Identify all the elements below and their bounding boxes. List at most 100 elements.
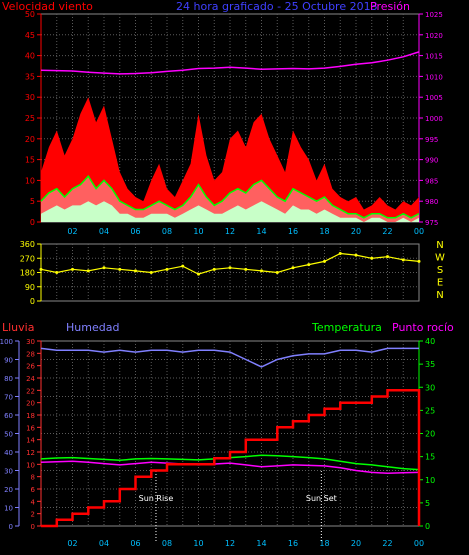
y-humidity-tick-label: 20: [4, 486, 13, 494]
compass-label: W: [435, 253, 445, 264]
x-tick-label: 20: [351, 539, 361, 548]
wind-direction-point: [338, 252, 342, 255]
y-rain-tick-label: 20: [26, 400, 35, 408]
y-right-tick-label: 990: [425, 157, 438, 165]
wind-direction-point: [71, 267, 74, 271]
y-tick-label: 25: [25, 114, 35, 123]
x-tick-label: 18: [319, 227, 329, 236]
y-humidity-tick-label: 30: [4, 468, 13, 476]
wind-direction-point: [149, 271, 153, 274]
x-tick-label: 16: [288, 227, 298, 236]
y-temperature-tick-label: 40: [425, 337, 435, 346]
wind-direction-point: [102, 266, 106, 270]
y-tick-label: 10: [25, 176, 35, 185]
x-tick-label: 10: [193, 227, 203, 236]
compass-label: N: [436, 290, 443, 301]
x-tick-label: 14: [256, 227, 266, 236]
y-right-tick-label: 1025: [425, 11, 443, 19]
wind-pressure-panel: 0510152025303540455097598098599099510001…: [25, 10, 443, 236]
x-tick-label: 02: [67, 227, 77, 236]
wind-direction-point: [86, 269, 90, 273]
y-temperature-tick-label: 30: [425, 383, 435, 392]
y-rain-tick-label: 14: [26, 437, 35, 445]
y-rain-tick-label: 12: [26, 449, 35, 457]
wind-average-line: [40, 174, 420, 219]
y-rain-tick-label: 0: [31, 523, 35, 531]
dewpoint-label: Punto rocío: [392, 321, 454, 334]
y-rain-tick-label: 16: [26, 424, 35, 432]
y-temperature-tick-label: 25: [425, 406, 435, 415]
y-humidity-tick-label: 80: [4, 375, 13, 383]
y-right-tick-label: 985: [425, 177, 438, 185]
x-tick-label: 02: [67, 539, 77, 548]
wind-direction-point: [260, 269, 263, 273]
y-humidity-tick-label: 90: [4, 357, 13, 365]
y-temperature-tick-label: 20: [425, 430, 435, 439]
y-temperature-tick-label: 10: [425, 476, 435, 485]
y-tick-label: 0: [30, 297, 35, 306]
x-tick-label: 12: [225, 227, 235, 236]
y-humidity-tick-label: 70: [4, 394, 13, 402]
y-rain-tick-label: 10: [26, 461, 35, 469]
y-tick-label: 50: [25, 10, 35, 19]
sun-annotation-label: Sun Rise: [139, 494, 174, 503]
rain-humidity-temperature-panel: 0102030405060708090100024681012141618202…: [0, 337, 435, 548]
wind-direction-point: [118, 267, 122, 271]
y-rain-tick-label: 4: [31, 498, 36, 506]
y-right-tick-label: 1005: [425, 94, 443, 102]
wind-direction-point: [39, 267, 43, 271]
wind-gust-area: [41, 97, 419, 222]
y-rain-tick-label: 28: [26, 350, 35, 358]
y-tick-label: 5: [30, 197, 35, 206]
y-tick-label: 360: [20, 240, 35, 249]
y-temperature-tick-label: 5: [425, 499, 430, 508]
y-rain-tick-label: 22: [26, 387, 35, 395]
y-right-tick-label: 1020: [425, 32, 443, 40]
y-rain-tick-label: 30: [26, 338, 35, 346]
y-right-tick-label: 1000: [425, 115, 443, 123]
x-tick-label: 16: [288, 539, 298, 548]
y-humidity-tick-label: 10: [4, 505, 13, 513]
dewpoint-line: [40, 460, 420, 475]
wind-direction-point: [386, 255, 389, 259]
y-tick-label: 180: [20, 269, 35, 278]
wind-direction-point: [323, 259, 326, 263]
y-tick-label: 270: [20, 254, 35, 263]
y-rain-tick-label: 8: [31, 474, 35, 482]
y-humidity-tick-label: 40: [4, 449, 13, 457]
x-tick-label: 22: [382, 539, 392, 548]
wind-direction-point: [417, 259, 421, 263]
wind-direction-point: [401, 258, 405, 262]
wind-direction-point: [307, 263, 311, 267]
compass-label: E: [437, 278, 443, 289]
x-tick-label: 12: [225, 539, 235, 548]
y-humidity-tick-label: 60: [4, 412, 13, 420]
wind-direction-point: [244, 267, 248, 271]
y-rain-tick-label: 18: [26, 412, 35, 420]
wind-direction-point: [370, 256, 374, 260]
x-tick-label: 06: [130, 539, 140, 548]
y-temperature-tick-label: 35: [425, 360, 435, 369]
wind-direction-point: [212, 267, 216, 271]
x-tick-label: 22: [382, 227, 392, 236]
y-tick-label: 15: [25, 156, 35, 165]
y-temperature-tick-label: 15: [425, 453, 435, 462]
y-rain-tick-label: 24: [26, 375, 35, 383]
x-tick-label: 08: [162, 227, 172, 236]
sun-annotation-label: Sun Set: [306, 494, 337, 503]
humidity-line: [40, 347, 419, 368]
y-tick-label: 40: [25, 52, 35, 61]
wind-direction-point: [134, 269, 137, 273]
x-tick-label: 14: [256, 539, 266, 548]
x-tick-label: 04: [99, 539, 109, 548]
wind-speed-label: Velocidad viento: [2, 0, 93, 13]
y-temperature-tick-label: 0: [425, 522, 430, 531]
compass-label: N: [436, 240, 443, 251]
rain-line: [41, 389, 421, 528]
compass-label: S: [437, 265, 443, 276]
x-tick-label: 00: [414, 227, 424, 236]
y-humidity-tick-label: 100: [0, 338, 13, 346]
wind-direction-point: [165, 267, 169, 271]
y-right-tick-label: 995: [425, 136, 438, 144]
